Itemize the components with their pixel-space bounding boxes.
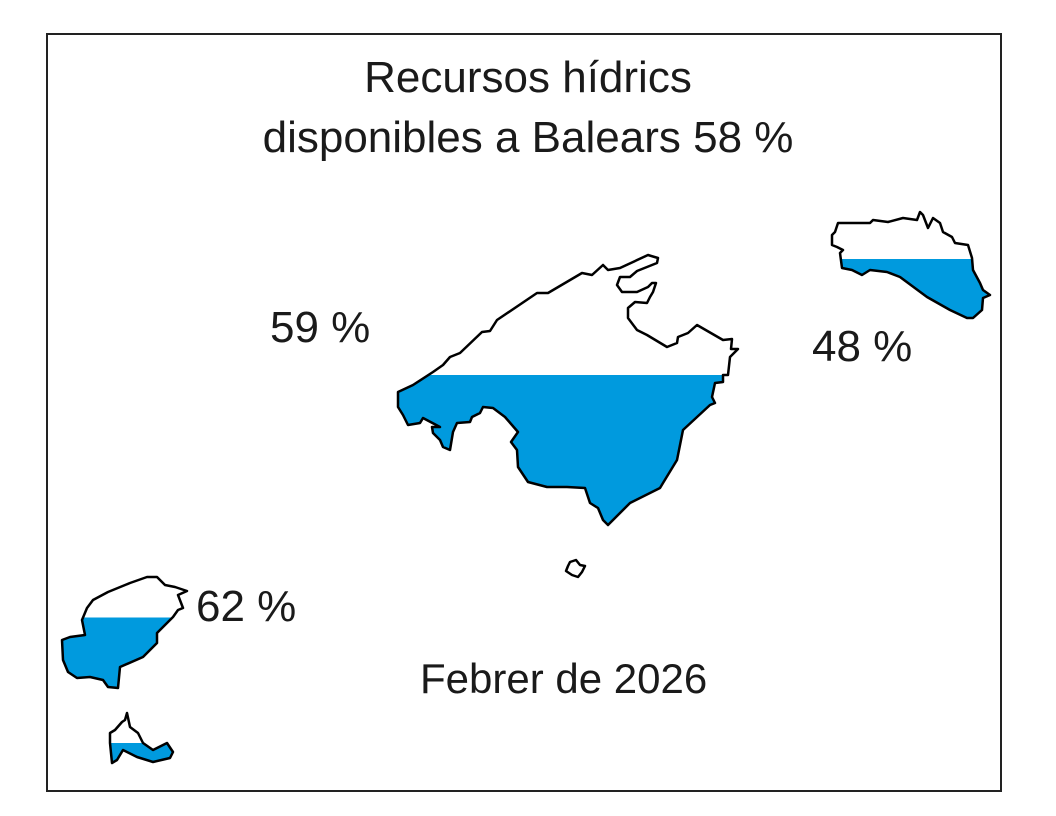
menorca-outline [830,210,992,320]
map-frame [46,33,1002,792]
eivissa-percent-label: 62 % [196,582,296,631]
eivissa-water-fill [62,617,187,688]
eivissa-outline [60,575,189,690]
mallorca-percent-label: 59 % [270,303,370,352]
formentera-water-fill [110,743,173,763]
map-title-line-1: Recursos hídrics [364,53,692,102]
formentera-outline [108,711,175,765]
menorca-percent-label: 48 % [812,322,912,371]
date-label: Febrer de 2026 [420,655,707,702]
cabrera-outline [564,558,587,579]
map-title-line-2: disponibles a Balears 58 % [262,113,794,162]
mallorca-outline [396,253,740,527]
